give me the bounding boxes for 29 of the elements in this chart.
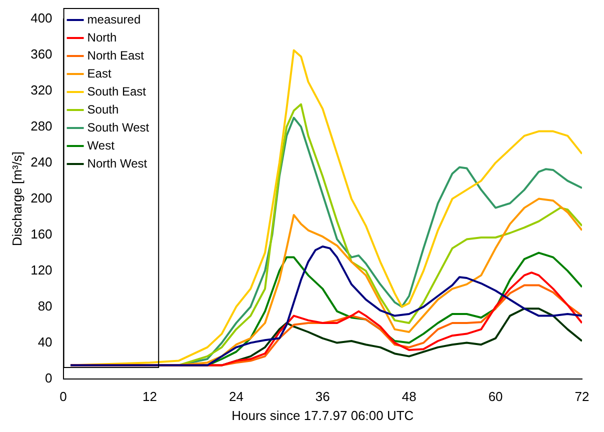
x-tick-label: 12 (142, 389, 157, 404)
y-axis-title: Discharge [m³/s] (9, 151, 24, 246)
x-tick-label: 24 (228, 389, 244, 404)
y-tick-label: 400 (30, 10, 52, 26)
y-tick-label: 320 (30, 82, 52, 98)
legend-label: South (87, 102, 119, 116)
legend-label: South West (87, 120, 150, 134)
y-tick-label: 200 (30, 190, 52, 206)
y-tick-label: 280 (30, 118, 52, 134)
x-tick-label: 48 (402, 389, 416, 404)
legend-label: North West (87, 156, 148, 170)
x-tick-label: 72 (574, 389, 590, 404)
y-tick-label: 0 (45, 370, 52, 386)
y-tick-label: 120 (30, 262, 52, 278)
legend-label: measured (87, 12, 141, 26)
y-tick-label: 160 (30, 226, 52, 242)
y-tick-label: 80 (38, 298, 52, 314)
x-tick-label: 0 (60, 389, 67, 404)
y-tick-label: 240 (30, 154, 52, 170)
x-axis-title: Hours since 17.7.97 06:00 UTC (232, 408, 414, 423)
legend-label: East (87, 66, 112, 80)
y-tick-label: 360 (30, 46, 52, 62)
legend-label: North East (87, 48, 145, 62)
y-tick-label: 40 (38, 334, 52, 350)
x-tick-label: 36 (315, 389, 330, 404)
x-tick-label: 60 (488, 389, 503, 404)
legend-label: North (87, 30, 117, 44)
legend-label: West (87, 138, 116, 152)
legend-label: South East (87, 84, 147, 98)
